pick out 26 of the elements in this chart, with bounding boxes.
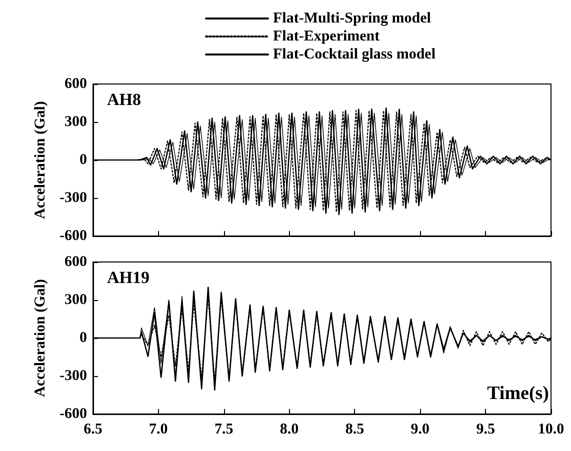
- chart-title: AH19: [107, 268, 150, 287]
- x-tick-label: 7.5: [214, 422, 234, 438]
- x-tick-label: 9.0: [410, 422, 430, 438]
- y-tick-label: 600: [64, 254, 87, 270]
- legend-label: Flat-Experiment: [273, 28, 380, 44]
- legend-label: Flat-Cocktail glass model: [273, 46, 436, 62]
- x-tick-label: 10.0: [538, 422, 564, 438]
- y-tick-label: 0: [80, 152, 87, 168]
- x-tick-label: 8.0: [280, 422, 299, 438]
- y-tick-label: 300: [64, 114, 87, 130]
- y-tick-label: -300: [60, 190, 87, 206]
- y-tick-label: 600: [64, 76, 87, 92]
- x-tick-label: 9.5: [476, 422, 495, 438]
- x-tick-label: 8.5: [345, 422, 364, 438]
- y-tick-label: 300: [64, 292, 87, 308]
- y-axis-title: Acceleration (Gal): [32, 101, 48, 219]
- y-axis-title: Acceleration (Gal): [32, 279, 48, 397]
- x-axis-title: Time(s): [487, 383, 550, 404]
- y-tick-label: -300: [60, 368, 87, 384]
- x-tick-label: 7.0: [149, 422, 168, 438]
- x-tick-label: 6.5: [84, 422, 102, 438]
- y-tick-label: -600: [60, 406, 87, 422]
- chart-title: AH8: [107, 90, 141, 109]
- y-tick-label: -600: [60, 228, 87, 244]
- legend-label: Flat-Multi-Spring model: [273, 10, 431, 26]
- y-tick-label: 0: [80, 330, 87, 346]
